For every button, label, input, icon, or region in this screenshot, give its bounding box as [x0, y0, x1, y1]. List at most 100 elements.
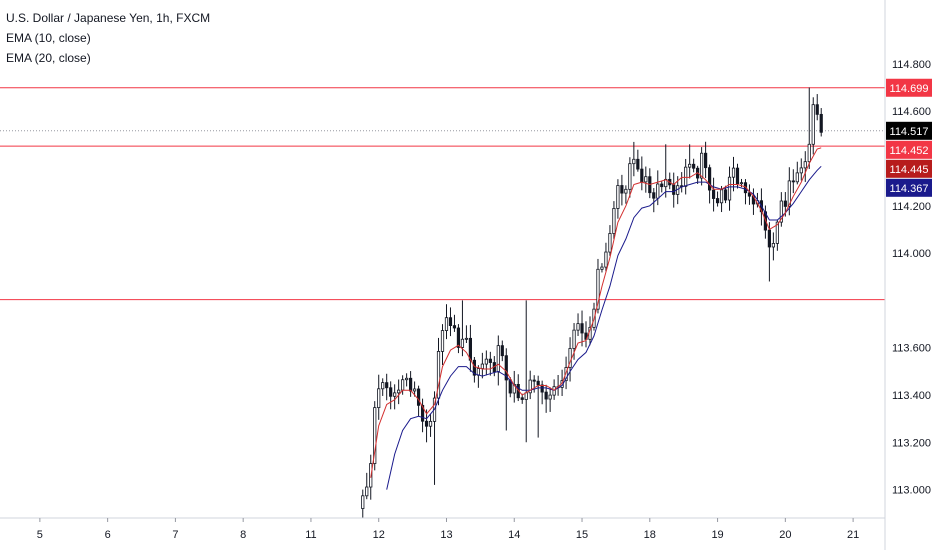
candle-body [552, 386, 556, 396]
time-tick-label: 20 [779, 529, 791, 541]
candle-body [783, 200, 787, 207]
price-tag[interactable]: 114.445 [886, 159, 932, 178]
candle-body [397, 389, 401, 394]
candle-body [632, 158, 636, 165]
candle-body [811, 104, 815, 145]
axes-layer [0, 0, 886, 550]
candle-body [472, 359, 476, 376]
price-tag-background [886, 121, 932, 140]
candle-body [660, 183, 664, 188]
candle-body [727, 176, 732, 201]
time-tick-label: 5 [37, 529, 43, 541]
candle-body [731, 167, 736, 178]
candle-body [652, 192, 656, 199]
candle-body [711, 189, 716, 199]
candle-body [488, 358, 492, 363]
legend-ema-20[interactable]: EMA (20, close) [6, 51, 91, 65]
price-tick-label: 114.600 [892, 106, 931, 118]
price-tick-label: 113.000 [892, 485, 931, 497]
candle-body [795, 172, 799, 183]
time-tick-label: 18 [644, 529, 656, 541]
candle-body [684, 166, 688, 187]
candle-body [456, 327, 461, 348]
candle-body [715, 198, 720, 204]
candle-body [719, 189, 724, 204]
candle-body [612, 208, 616, 234]
time-tick-label: 19 [711, 529, 723, 541]
price-tag[interactable]: 114.517 [886, 121, 932, 140]
price-tag-background [886, 178, 932, 197]
price-tag[interactable]: 114.367 [886, 178, 932, 197]
candle-body [405, 377, 409, 381]
price-tag-background [886, 140, 932, 159]
candle-body [628, 163, 632, 190]
legend-symbol[interactable]: U.S. Dollar / Japanese Yen, 1h, FXCM [6, 11, 211, 25]
candle-body [500, 345, 504, 357]
candle-body [412, 388, 417, 392]
price-tag[interactable]: 114.699 [886, 78, 932, 97]
candle-body [468, 337, 473, 361]
candle-body [735, 167, 740, 185]
time-tick-label: 12 [373, 529, 385, 541]
candle-body [536, 380, 540, 386]
candle-body [787, 180, 791, 207]
candle-body [604, 251, 608, 268]
candle-body [524, 392, 528, 400]
price-tick-label: 114.200 [892, 201, 931, 213]
candle-body [616, 185, 620, 209]
candle-body [424, 420, 429, 427]
candle-body [532, 379, 536, 382]
candle-body [640, 168, 644, 183]
candle-body [580, 323, 584, 334]
time-tick-label: 14 [508, 529, 520, 541]
candle-body [775, 221, 779, 244]
candle-body [815, 104, 819, 115]
candle-body [444, 317, 449, 331]
candle-body [512, 383, 516, 394]
candle-body [420, 404, 425, 422]
candle-body [600, 266, 604, 270]
time-axis-labels[interactable]: 5 6 7 8 11 12 13 14 15 18 19 20 21 [37, 518, 859, 541]
candle-body [428, 420, 433, 427]
legend-ema-10[interactable]: EMA (10, close) [6, 31, 91, 45]
candle-body [393, 392, 397, 397]
time-tick-label: 13 [440, 529, 452, 541]
price-tag[interactable]: 114.452 [886, 140, 932, 159]
candle-body [528, 379, 532, 394]
ema-10-line [370, 147, 822, 478]
candle-body [540, 384, 544, 393]
candle-body [548, 394, 552, 400]
price-tag-label: 114.445 [890, 164, 929, 176]
time-tick-label: 15 [576, 529, 588, 541]
time-tick-label: 21 [847, 529, 859, 541]
price-tag-label: 114.699 [890, 83, 929, 95]
candle-body [365, 486, 369, 497]
candle-body [440, 330, 445, 352]
candle-body [688, 163, 692, 168]
candle-body [807, 143, 811, 163]
candle-body [484, 358, 488, 365]
price-tag-label: 114.452 [890, 145, 929, 157]
candle-body [385, 382, 389, 389]
time-tick-label: 7 [172, 529, 178, 541]
price-tick-label: 113.400 [892, 390, 931, 402]
candle-body [791, 180, 795, 183]
candle-body [620, 185, 624, 194]
candle-body [596, 268, 600, 310]
candle-body [747, 192, 752, 197]
price-tags-layer: 114.699 114.517 114.452 114.445 114.367 [886, 78, 932, 197]
candle-body [656, 183, 660, 199]
price-axis-labels[interactable]: 114.800 114.600 114.200 114.000 113.600 113.4… [892, 59, 931, 497]
candle-body [771, 243, 775, 248]
price-tag-label: 114.517 [890, 126, 929, 138]
price-tick-label: 113.600 [892, 343, 931, 355]
candle-body [460, 338, 465, 348]
candle-body [704, 152, 708, 169]
candle-body [723, 189, 728, 201]
chart-legend: U.S. Dollar / Japanese Yen, 1h, FXCM EMA… [6, 8, 210, 68]
candle-body [707, 167, 712, 191]
candle-body [672, 184, 676, 195]
candle-body [373, 407, 377, 464]
candle-body [779, 200, 783, 223]
